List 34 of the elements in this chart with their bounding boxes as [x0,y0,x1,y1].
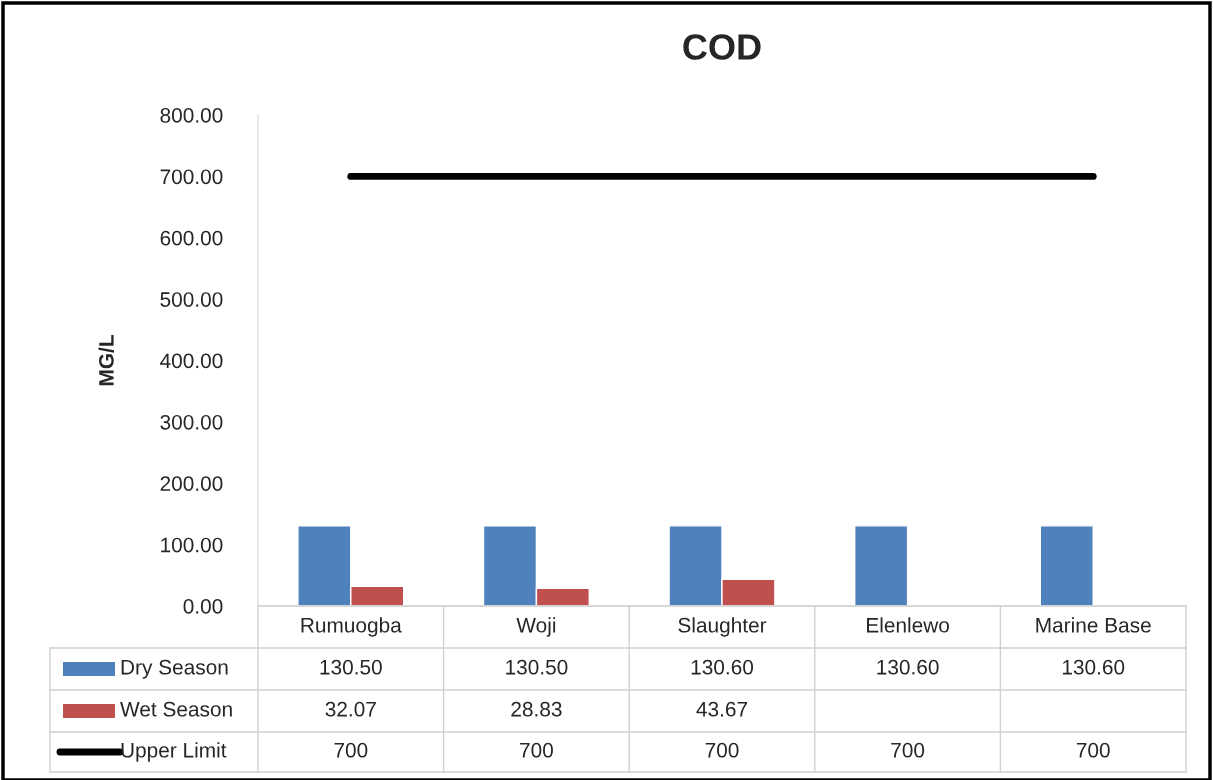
data-label: 130.50 [506,659,568,675]
data-label: 130.60 [691,659,754,675]
data-label: 700 [891,742,925,758]
y-tick-label: 300.00 [160,414,223,430]
data-label: 32.07 [325,701,376,717]
y-tick-label: 400.00 [160,353,223,369]
x-tick-label: Elenlewo [867,617,949,633]
legend-label: Upper Limit [121,742,227,762]
y-tick-label: 200.00 [160,476,223,491]
y-tick-label: 500.00 [160,292,223,307]
y-tick-label: 600.00 [160,230,223,246]
data-label: 700 [705,742,739,758]
data-label: 700 [1076,742,1110,758]
y-tick-label: 700.00 [160,169,223,185]
chart-title: COD [683,34,761,60]
legend-label: Dry Season [121,659,228,679]
bar [1039,525,1094,606]
data-label: 700 [334,742,368,758]
x-tick-label: Woji [516,617,556,637]
data-label: 43.67 [696,701,748,717]
data-label: 130.60 [1062,659,1125,675]
data-label: 28.83 [511,701,562,717]
bar [854,525,909,606]
x-tick-label: Marine Base [1036,617,1151,633]
x-tick-label: Slaughter [678,617,767,637]
x-tick-label: Rumuogba [301,617,402,637]
y-tick-label: 0.00 [183,599,223,614]
legend-label: Wet Season [120,701,232,717]
data-label: 700 [520,742,553,758]
y-axis-title: MG/L [98,335,114,386]
y-tick-label: 100.00 [161,537,223,553]
y-tick-label: 800.00 [160,108,223,123]
data-label: 130.50 [320,659,382,675]
data-label: 130.60 [877,659,939,675]
